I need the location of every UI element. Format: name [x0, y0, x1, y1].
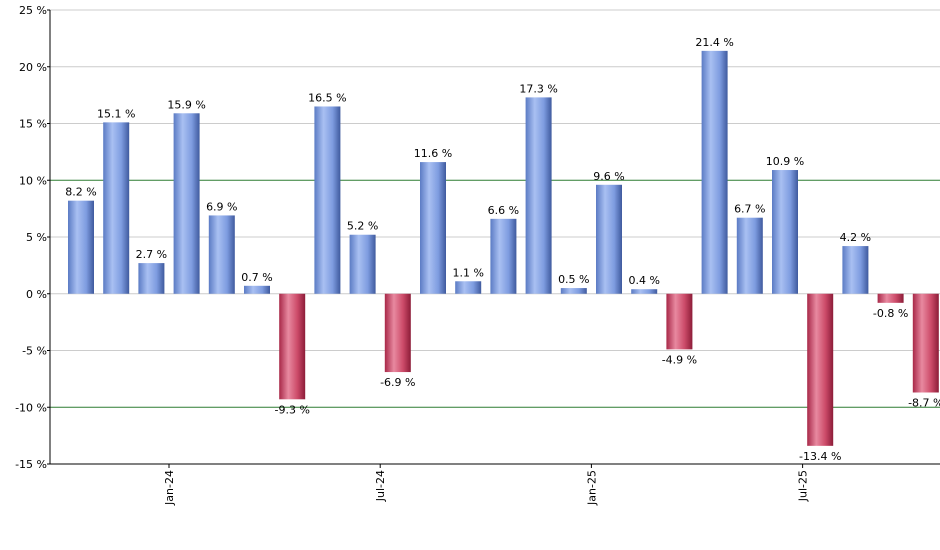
- y-tick-label: -15 %: [15, 458, 47, 471]
- data-labels: 8.2 % 15.1 % 2.7 % 15.9 % 6.9 % 0.7 % -9.3 % 16…: [65, 36, 940, 463]
- bar: [596, 184, 622, 294]
- bar: [279, 293, 306, 400]
- data-label: -9.3 %: [274, 403, 309, 416]
- data-label: -13.4 %: [799, 450, 841, 463]
- data-label: 0.5 %: [558, 273, 589, 286]
- bar: [912, 293, 939, 393]
- data-label: 15.9 %: [167, 98, 205, 111]
- bars: [68, 50, 939, 446]
- data-label: -8.7 %: [908, 396, 940, 409]
- data-label: 17.3 %: [519, 82, 557, 95]
- data-label: 5.2 %: [347, 220, 378, 233]
- data-label: 8.2 %: [65, 186, 96, 199]
- bar: [631, 289, 658, 294]
- y-tick-label: -10 %: [15, 401, 47, 414]
- bar: [736, 217, 763, 294]
- data-label: 0.4 %: [628, 274, 659, 287]
- bar: [525, 97, 552, 294]
- data-label: -0.8 %: [873, 307, 908, 320]
- data-label: 21.4 %: [695, 36, 733, 49]
- x-tick-label: Jul-24: [374, 470, 387, 502]
- bar: [560, 288, 587, 294]
- bar: [244, 285, 270, 294]
- x-tick-label: Jan-25: [585, 470, 598, 506]
- bar: [68, 200, 94, 294]
- y-tick-label: 20 %: [19, 61, 47, 74]
- data-label: 16.5 %: [308, 91, 346, 104]
- bar: [103, 122, 130, 294]
- bar: [208, 215, 235, 294]
- bar: [772, 170, 798, 294]
- bar: [490, 218, 517, 294]
- axes: 25 % 20 % 15 % 10 % 5 % 0 % -5 % -10 % -15 % Jan-…: [15, 4, 940, 506]
- bar: [384, 293, 411, 373]
- y-tick-label: 10 %: [19, 174, 47, 187]
- data-label: 10.9 %: [766, 155, 804, 168]
- data-label: -4.9 %: [662, 353, 697, 366]
- bar: [807, 293, 834, 446]
- data-label: 0.7 %: [241, 271, 272, 284]
- bar: [314, 106, 341, 294]
- data-label: 6.7 %: [734, 203, 765, 216]
- data-label: 15.1 %: [97, 107, 135, 120]
- data-label: 6.9 %: [206, 200, 237, 213]
- data-label: 9.6 %: [593, 170, 624, 183]
- bar: [420, 162, 446, 294]
- data-label: -6.9 %: [380, 376, 415, 389]
- data-label: 1.1 %: [452, 266, 483, 279]
- y-tick-label: 25 %: [19, 4, 47, 17]
- bar: [173, 113, 200, 294]
- bar: [349, 234, 376, 294]
- data-label: 4.2 %: [840, 231, 871, 244]
- bar: [701, 50, 728, 294]
- bar: [666, 293, 693, 350]
- bar: [138, 263, 165, 294]
- y-tick-label: 0 %: [26, 288, 47, 301]
- data-label: 11.6 %: [414, 147, 452, 160]
- bar: [455, 281, 482, 294]
- y-tick-label: 5 %: [26, 231, 47, 244]
- x-tick-label: Jul-25: [797, 470, 810, 502]
- y-tick-label: 15 %: [19, 118, 47, 131]
- y-tick-label: -5 %: [22, 345, 47, 358]
- data-label: 2.7 %: [136, 248, 167, 261]
- x-tick-label: Jan-24: [163, 470, 176, 506]
- bar: [842, 246, 869, 294]
- bar: [877, 293, 904, 303]
- data-label: 6.6 %: [488, 204, 519, 217]
